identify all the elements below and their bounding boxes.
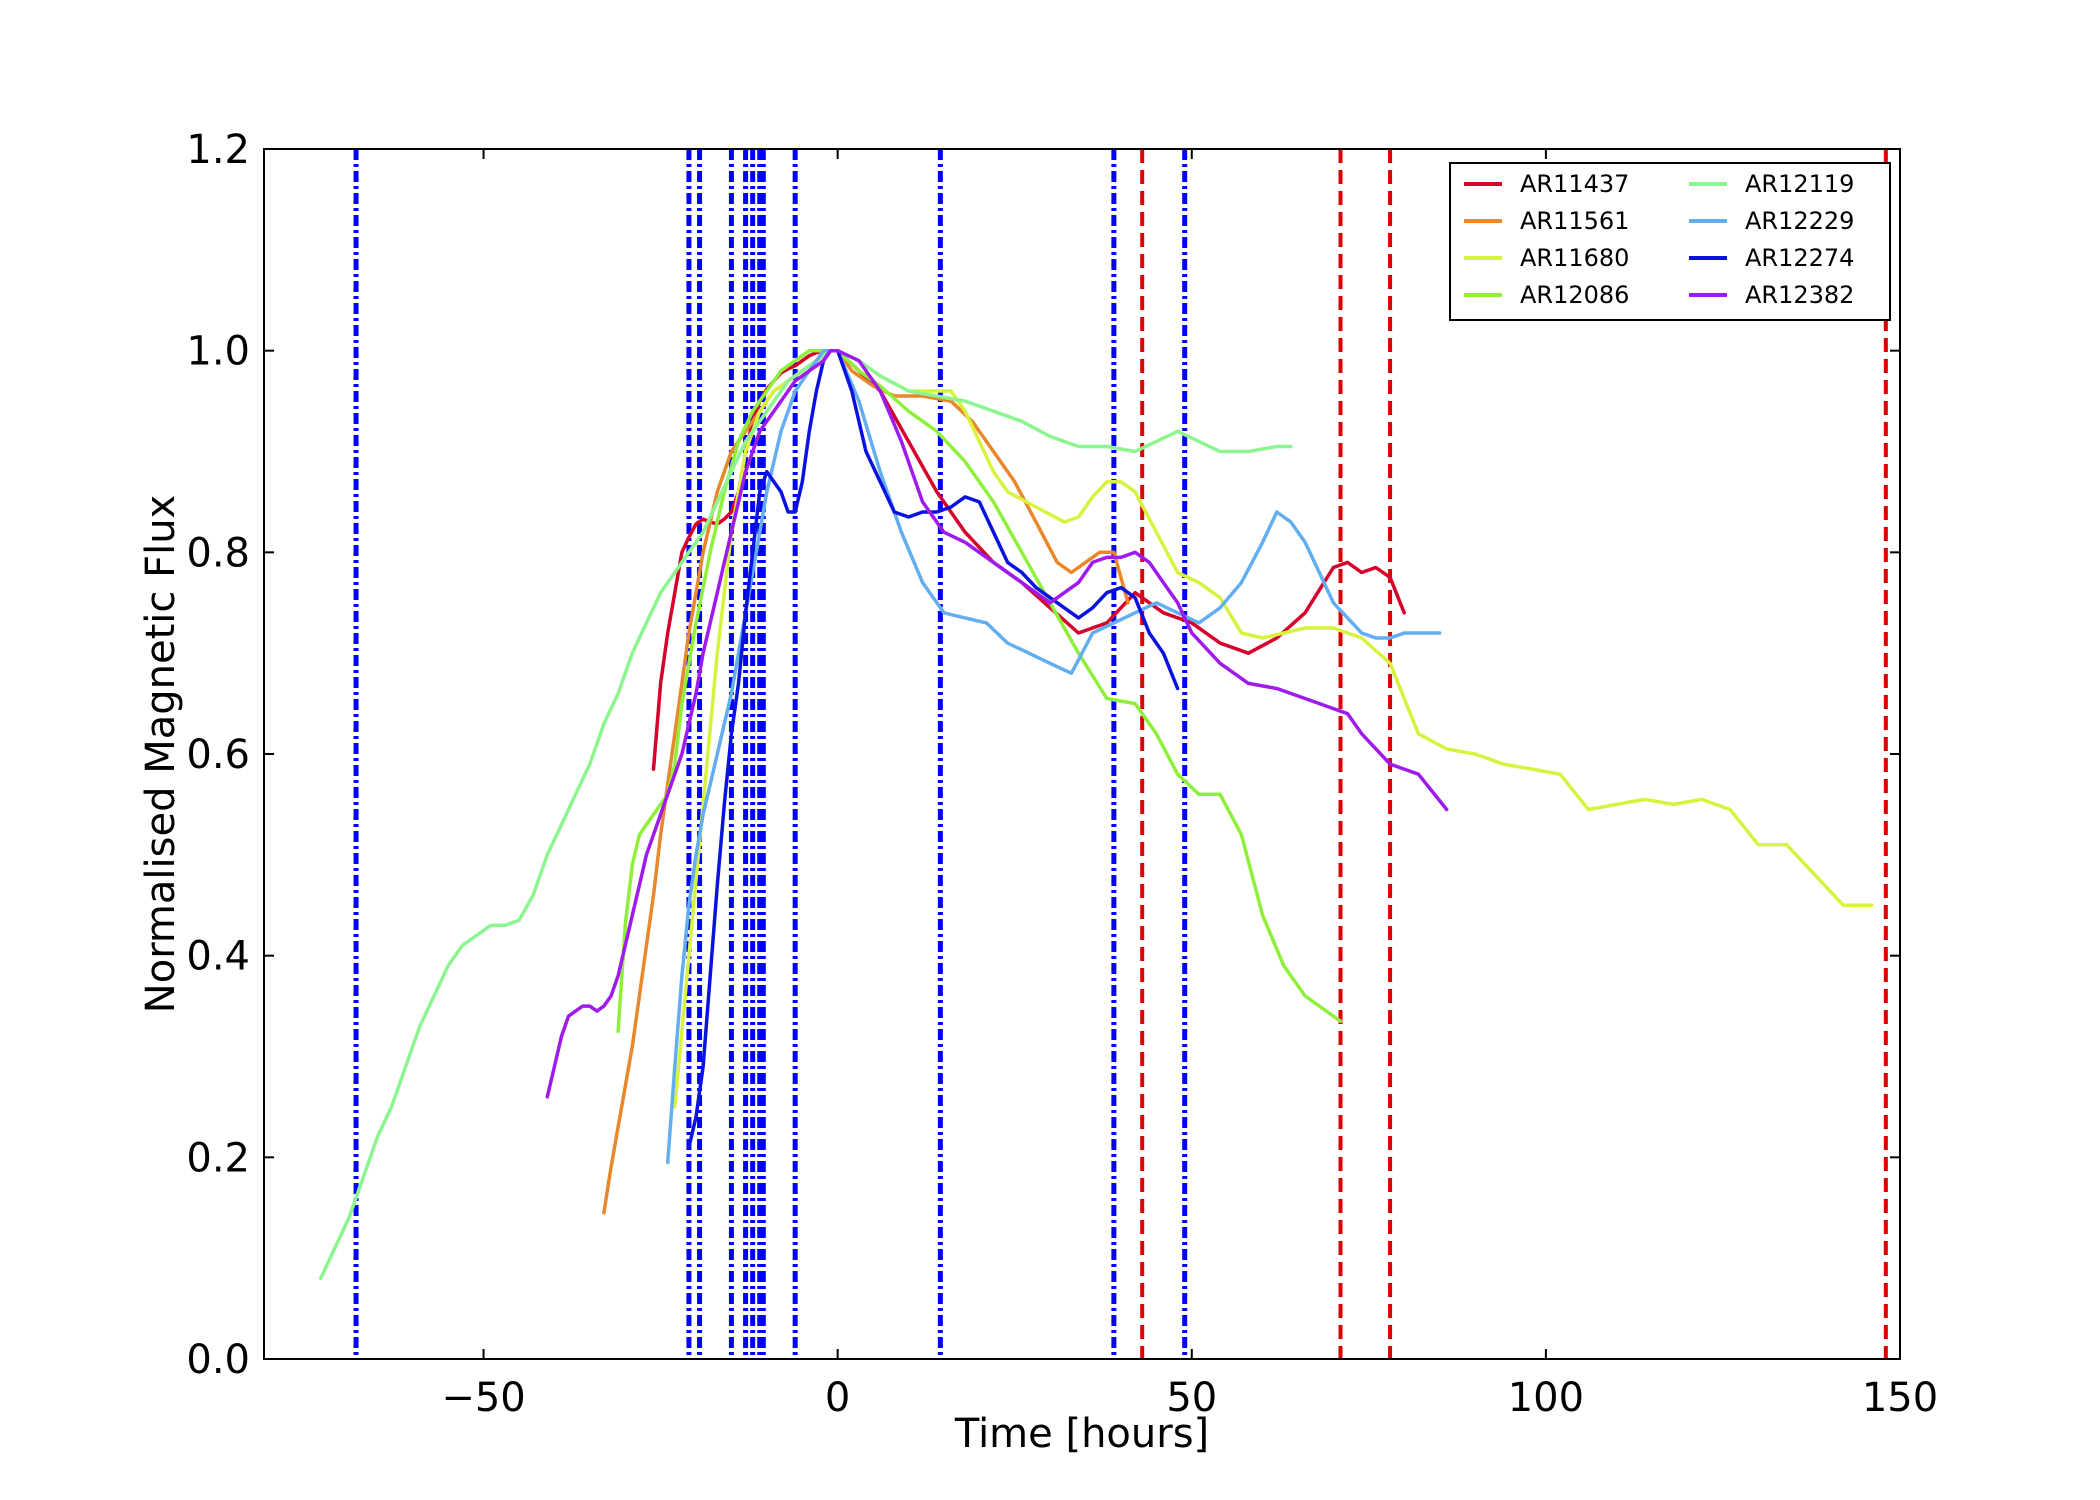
y-tick-label: 0.2 bbox=[186, 1135, 250, 1181]
legend-label-ar12086: AR12086 bbox=[1520, 281, 1629, 309]
legend-box bbox=[1449, 162, 1891, 321]
x-tick-label: 150 bbox=[1862, 1375, 1938, 1421]
series-line-ar12382 bbox=[545, 348, 1449, 1099]
series-line-ar12119 bbox=[318, 348, 1293, 1281]
legend-label-ar12119: AR12119 bbox=[1745, 170, 1854, 198]
series-lines bbox=[318, 348, 1874, 1281]
y-tick-label: 0.4 bbox=[186, 934, 250, 980]
series-line-ar11561 bbox=[602, 348, 1130, 1215]
legend-label-ar12274: AR12274 bbox=[1745, 244, 1854, 272]
legend-label-ar12229: AR12229 bbox=[1745, 207, 1854, 235]
y-tick-label: 0.6 bbox=[186, 732, 250, 778]
legend-label-ar12382: AR12382 bbox=[1745, 281, 1854, 309]
legend-label-ar11437: AR11437 bbox=[1520, 170, 1629, 198]
series-line-ar12229 bbox=[665, 348, 1442, 1165]
y-tick-label: 0.0 bbox=[186, 1337, 250, 1383]
y-tick-label: 1.2 bbox=[186, 127, 250, 173]
x-tick-label: 0 bbox=[825, 1375, 850, 1421]
legend-label-ar11680: AR11680 bbox=[1520, 244, 1629, 272]
y-tick-label: 1.0 bbox=[186, 329, 250, 375]
plot-frame bbox=[263, 148, 1901, 1360]
axis-ticks: −50 0 50 100 150 0.0 0.2 0.4 0.6 0.8 1.0 1.2 bbox=[186, 127, 1938, 1421]
legend: AR11437 AR11561 AR11680 AR12086 AR12119 AR122… bbox=[1449, 162, 1891, 321]
event-lines bbox=[353, 149, 1888, 1359]
series-line-ar11680 bbox=[673, 348, 1874, 1109]
y-axis-label: Normalised Magnetic Flux bbox=[138, 495, 184, 1013]
x-tick-label: −50 bbox=[441, 1375, 525, 1421]
series-line-ar12274 bbox=[687, 348, 1180, 1150]
x-tick-label: 100 bbox=[1508, 1375, 1584, 1421]
x-tick-label: 50 bbox=[1166, 1375, 1217, 1421]
y-tick-label: 0.8 bbox=[186, 530, 250, 576]
x-axis-label: Time [hours] bbox=[954, 1411, 1209, 1457]
legend-label-ar11561: AR11561 bbox=[1520, 207, 1629, 235]
